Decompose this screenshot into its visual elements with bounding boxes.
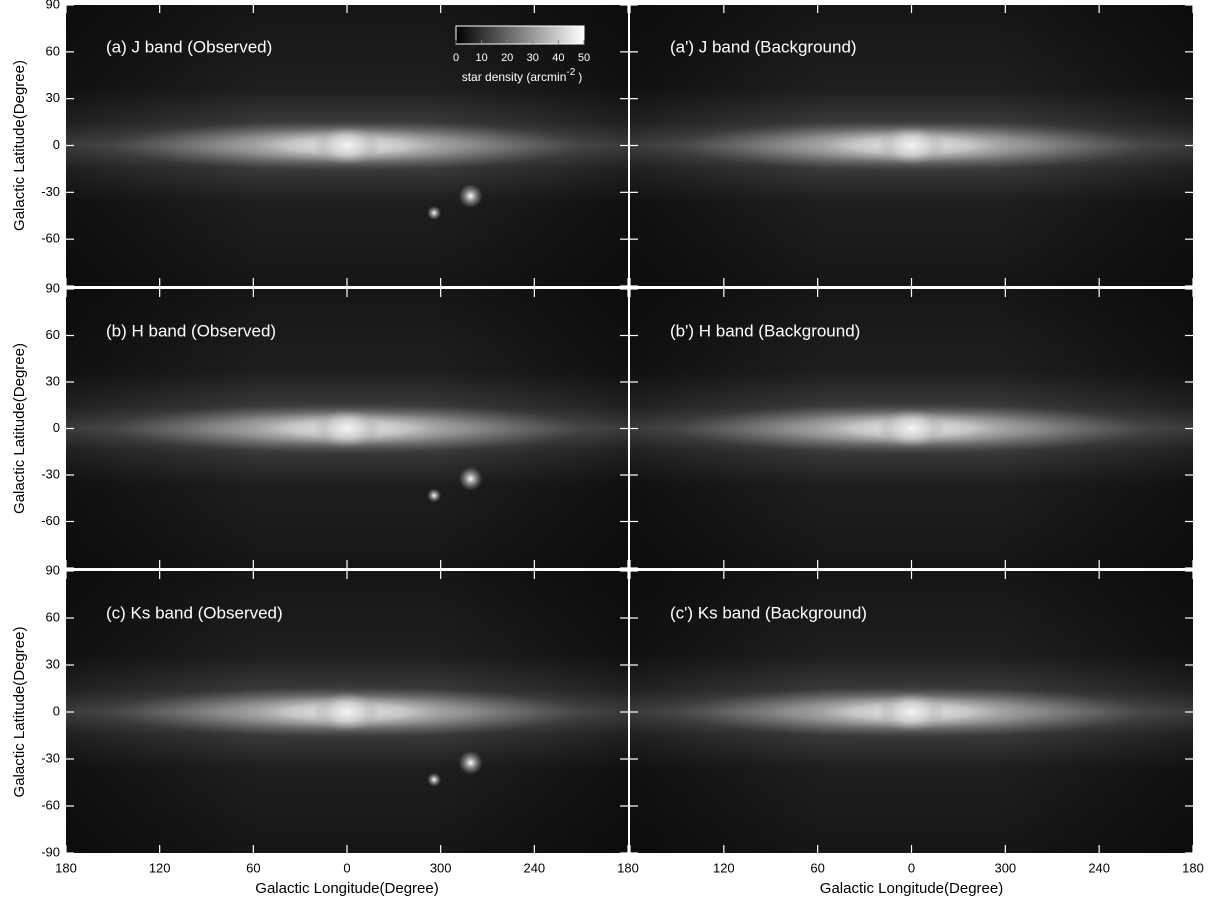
y-tick-label: 90: [46, 562, 60, 577]
y-axis-label: Galactic Latitude(Degree): [11, 627, 28, 798]
smc-glow: [427, 488, 442, 503]
colorbar-label-text: star density (arcmin: [462, 70, 567, 84]
panel: [66, 5, 628, 286]
panel-title: (c) Ks band (Observed): [106, 603, 283, 622]
colorbar: [455, 25, 585, 45]
lmc-glow: [458, 750, 483, 775]
x-tick-label: 0: [343, 860, 350, 875]
y-tick-label: 60: [46, 609, 60, 624]
y-tick-label: 0: [53, 137, 60, 152]
y-tick-label: -60: [41, 231, 60, 246]
y-tick-label: 90: [46, 0, 60, 11]
panel: [630, 571, 1193, 853]
x-tick-label: 180: [1182, 860, 1204, 875]
bulge-core: [313, 125, 381, 166]
panel-title: (b) H band (Observed): [106, 321, 276, 340]
panel: [66, 571, 628, 853]
bulge-core: [877, 125, 946, 166]
colorbar-label-power: -2: [566, 67, 575, 78]
y-tick-label: 60: [46, 43, 60, 58]
colorbar-tick-label: 20: [501, 52, 513, 64]
panel: [630, 5, 1193, 286]
x-tick-label: 180: [55, 860, 77, 875]
lmc-glow: [458, 466, 483, 491]
y-axis-label: Galactic Latitude(Degree): [11, 60, 28, 231]
bulge-core: [877, 408, 946, 449]
panel-title: (b') H band (Background): [670, 321, 860, 340]
y-tick-label: 60: [46, 327, 60, 342]
bulge-core: [313, 692, 381, 732]
bulge-core: [877, 692, 946, 732]
y-tick-label: -90: [41, 844, 60, 859]
x-tick-label: 300: [994, 860, 1016, 875]
colorbar-tick-label: 30: [527, 52, 539, 64]
colorbar-tick-label: 0: [453, 52, 459, 64]
y-tick-label: 0: [53, 703, 60, 718]
x-tick-label: 240: [1088, 860, 1110, 875]
x-tick-label: 0: [908, 860, 915, 875]
y-axis-label: Galactic Latitude(Degree): [11, 343, 28, 514]
lmc-glow: [458, 184, 483, 209]
y-tick-label: -30: [41, 184, 60, 199]
panel: [630, 289, 1193, 568]
panel-title: (c') Ks band (Background): [670, 603, 867, 622]
bulge-core: [313, 408, 381, 449]
y-tick-label: -30: [41, 466, 60, 481]
panel-title: (a') J band (Background): [670, 37, 857, 56]
colorbar-tick-label: 50: [578, 52, 590, 64]
x-axis-label: Galactic Longitude(Degree): [255, 880, 438, 897]
x-tick-label: 120: [713, 860, 735, 875]
y-tick-label: -60: [41, 513, 60, 528]
x-tick-label: 120: [149, 860, 171, 875]
x-tick-label: 180: [617, 860, 639, 875]
y-tick-label: -60: [41, 797, 60, 812]
x-tick-label: 240: [523, 860, 545, 875]
colorbar-label-close: ): [578, 70, 582, 84]
x-axis-label: Galactic Longitude(Degree): [820, 880, 1003, 897]
colorbar-tick-label: 40: [552, 52, 564, 64]
y-tick-label: 90: [46, 280, 60, 295]
y-tick-label: 30: [46, 373, 60, 388]
smc-glow: [427, 772, 442, 787]
colorbar-label: star density (arcmin-2): [462, 67, 583, 85]
x-tick-label: 60: [246, 860, 260, 875]
y-tick-label: -30: [41, 750, 60, 765]
y-tick-label: 30: [46, 90, 60, 105]
y-tick-label: 30: [46, 656, 60, 671]
panel: [66, 289, 628, 568]
colorbar-tick-label: 10: [475, 52, 487, 64]
smc-glow: [427, 205, 442, 220]
panel-title: (a) J band (Observed): [106, 37, 272, 56]
y-tick-label: 0: [53, 420, 60, 435]
x-tick-label: 300: [430, 860, 452, 875]
x-tick-label: 60: [810, 860, 824, 875]
